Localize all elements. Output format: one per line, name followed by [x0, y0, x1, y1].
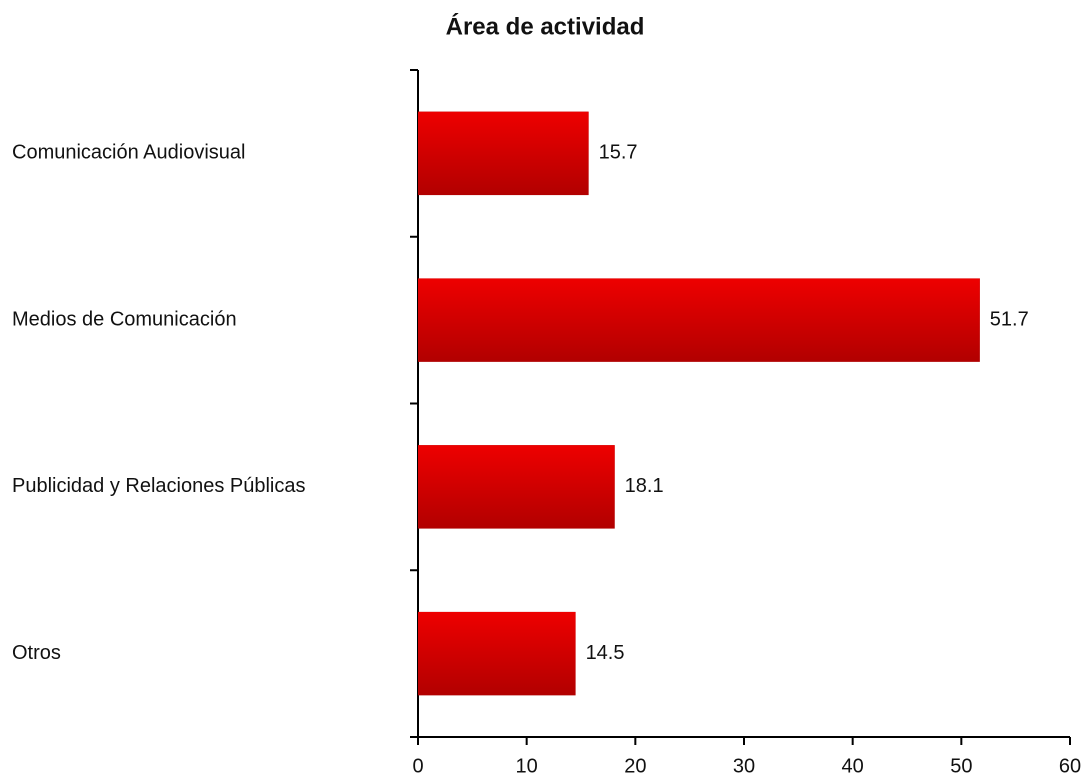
bar-shade — [418, 445, 615, 529]
value-label: 14.5 — [586, 642, 625, 664]
bar-group — [418, 611, 576, 696]
x-tick-label: 0 — [412, 755, 423, 777]
x-tick-label: 10 — [516, 755, 538, 777]
y-tick-label: Otros — [12, 642, 61, 664]
x-tick-label: 50 — [950, 755, 972, 777]
value-label: 18.1 — [625, 475, 664, 497]
chart-title: Área de actividad — [446, 12, 645, 40]
y-tick-label: Medios de Comunicación — [12, 308, 237, 330]
bar-group — [418, 278, 980, 362]
bar-group — [418, 445, 615, 529]
value-label: 51.7 — [990, 308, 1029, 330]
bar-shade — [418, 611, 576, 696]
y-tick-label: Comunicación Audiovisual — [12, 142, 245, 164]
value-label: 15.7 — [599, 142, 638, 164]
bar-shade — [418, 111, 589, 196]
x-tick-label: 30 — [733, 755, 755, 777]
x-tick-label: 40 — [842, 755, 864, 777]
bar-group — [418, 111, 589, 196]
x-tick-label: 20 — [624, 755, 646, 777]
y-tick-label: Publicidad y Relaciones Públicas — [12, 475, 306, 497]
bar-shade — [418, 278, 980, 362]
x-tick-label: 60 — [1059, 755, 1081, 777]
